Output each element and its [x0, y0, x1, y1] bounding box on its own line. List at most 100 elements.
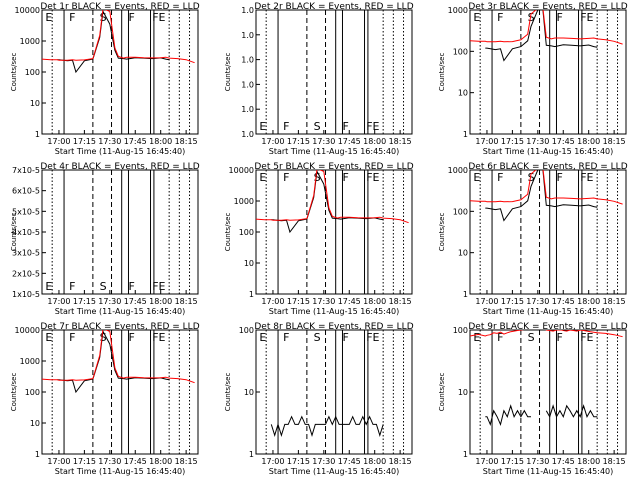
events-series-line — [271, 170, 384, 234]
y-tick-label: 1000 — [20, 357, 40, 366]
y-tick-label: 100 — [453, 47, 468, 56]
lld-series-line — [470, 170, 623, 205]
y-tick-label: 10000 — [229, 166, 254, 175]
y-tick-label: 100 — [25, 388, 40, 397]
x-tick-label: 18:00 — [149, 457, 172, 466]
y-tick-label: 1 — [463, 450, 468, 459]
y-axis-label: Counts/sec — [10, 213, 18, 252]
y-tick-label: 1.0 — [241, 105, 254, 114]
y-tick-label: 1000 — [20, 37, 40, 46]
lld-series-line — [42, 330, 195, 384]
x-tick-label: 17:45 — [338, 297, 361, 306]
y-tick-label: 1x10-5 — [12, 290, 40, 299]
y-tick-label: 10 — [244, 388, 254, 397]
time-marker-label: F — [342, 171, 348, 184]
x-tick-label: 18:15 — [175, 457, 198, 466]
y-tick-label: 1.0 — [241, 31, 254, 40]
x-tick-label: 17:15 — [287, 137, 310, 146]
x-axis-label: Start Time (11-Aug-15 16:45:40) — [269, 467, 400, 476]
events-series-line — [57, 330, 170, 394]
y-tick-label: 7x10-5 — [12, 166, 40, 175]
y-tick-label: 1 — [249, 290, 254, 299]
plot-frame — [469, 169, 627, 295]
x-tick-label: 17:30 — [98, 297, 121, 306]
detector-panel: Det 2r BLACK = Events, RED = LLD E F S F FE 1.… — [224, 2, 414, 156]
y-tick-label: 1 — [35, 130, 40, 139]
time-marker-label: S — [314, 171, 321, 184]
events-series-line — [485, 404, 598, 426]
events-series-line — [270, 415, 384, 438]
time-marker-label: F — [283, 120, 289, 133]
panel-title: Det 6r BLACK = Events, RED = LLD — [468, 162, 627, 172]
events-series-line — [485, 10, 598, 62]
x-tick-label: 17:30 — [312, 137, 335, 146]
lld-series-line — [256, 170, 409, 224]
x-tick-label: 17:15 — [501, 137, 524, 146]
x-tick-label: 17:30 — [526, 297, 549, 306]
x-tick-label: 18:00 — [577, 137, 600, 146]
time-marker-label: E — [259, 120, 266, 133]
time-marker-label: S — [528, 331, 535, 344]
y-tick-label: 5x10-5 — [12, 207, 40, 216]
y-tick-label: 1.0 — [241, 80, 254, 89]
x-tick-label: 17:30 — [312, 457, 335, 466]
y-axis-label: Counts/sec — [224, 53, 232, 92]
x-tick-label: 18:00 — [363, 137, 386, 146]
x-tick-label: 17:15 — [73, 297, 96, 306]
x-axis-label: Start Time (11-Aug-15 16:45:40) — [269, 147, 400, 156]
x-tick-label: 17:30 — [526, 137, 549, 146]
y-tick-label: 6x10-5 — [12, 187, 40, 196]
time-marker-label: S — [314, 331, 321, 344]
time-marker-label: S — [100, 280, 107, 293]
y-axis-label: Counts/sec — [224, 373, 232, 412]
time-marker-label: F — [283, 171, 289, 184]
x-tick-label: 18:15 — [603, 137, 626, 146]
y-tick-label: 100 — [453, 207, 468, 216]
x-tick-label: 17:30 — [98, 457, 121, 466]
x-tick-label: 18:15 — [389, 137, 412, 146]
x-tick-label: 17:00 — [47, 297, 70, 306]
panel-title: Det 7r BLACK = Events, RED = LLD — [40, 322, 199, 332]
y-axis-label: Counts/sec — [10, 373, 18, 412]
x-tick-label: 17:00 — [47, 137, 70, 146]
lld-series-line — [470, 10, 623, 45]
y-tick-label: 1 — [249, 450, 254, 459]
x-tick-label: 17:45 — [552, 297, 575, 306]
x-tick-label: 17:00 — [475, 457, 498, 466]
time-marker-label: FE — [366, 331, 379, 344]
y-tick-label: 10 — [30, 99, 40, 108]
panel-title: Det 9r BLACK = Events, RED = LLD — [468, 322, 627, 332]
x-tick-label: 17:15 — [73, 137, 96, 146]
x-tick-label: 18:15 — [175, 137, 198, 146]
y-tick-label: 10 — [458, 249, 468, 258]
time-marker-label: F — [556, 331, 562, 344]
time-marker-label: F — [69, 11, 75, 24]
y-tick-label: 10 — [30, 419, 40, 428]
time-marker-label: S — [528, 171, 535, 184]
time-marker-label: E — [473, 331, 480, 344]
y-axis-label: Counts/sec — [438, 373, 446, 412]
time-marker-label: S — [100, 331, 107, 344]
x-tick-label: 18:15 — [603, 457, 626, 466]
y-tick-label: 10000 — [15, 326, 40, 335]
panel-title: Det 2r BLACK = Events, RED = LLD — [254, 2, 413, 12]
time-marker-label: S — [314, 120, 321, 133]
x-tick-label: 17:30 — [98, 137, 121, 146]
time-marker-label: F — [283, 331, 289, 344]
plot-frame — [469, 329, 627, 455]
plot-frame — [469, 9, 627, 135]
events-series-line — [485, 170, 598, 222]
x-tick-label: 17:45 — [338, 137, 361, 146]
time-marker-label: F — [342, 331, 348, 344]
x-tick-label: 18:00 — [363, 297, 386, 306]
time-marker-label: FE — [152, 331, 165, 344]
time-marker-label: F — [556, 171, 562, 184]
time-marker-label: F — [128, 331, 134, 344]
x-tick-label: 18:00 — [149, 137, 172, 146]
time-marker-label: E — [45, 11, 52, 24]
